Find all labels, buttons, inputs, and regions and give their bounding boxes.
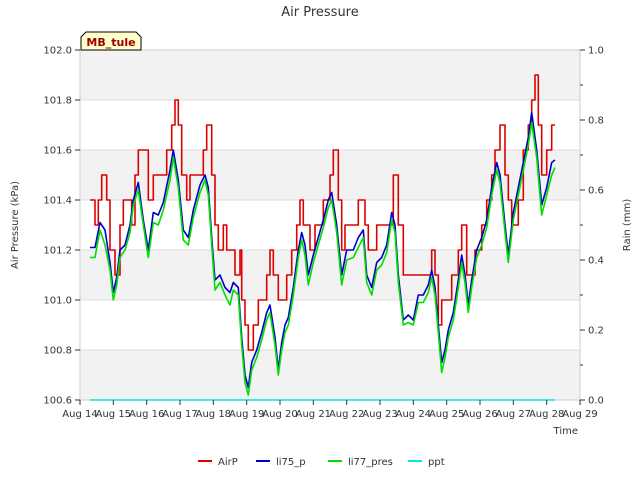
legend-label-ppt: ppt: [428, 457, 445, 468]
legend-label-li77_pres: li77_pres: [348, 457, 393, 468]
shaded-band-3: [80, 50, 580, 100]
x-tick-label: Aug 18: [196, 409, 231, 420]
x-tick-label: Aug 20: [262, 409, 297, 420]
x-axis-label: Time: [553, 426, 578, 437]
y2-tick-label: 0.0: [588, 396, 604, 407]
x-tick-label: Aug 21: [296, 409, 331, 420]
legend: AirP li75_p li77_pres ppt: [198, 457, 445, 468]
x-tick-label: Aug 16: [129, 409, 164, 420]
y2-tick-label: 0.2: [588, 326, 604, 337]
y-tick-label: 101.2: [43, 246, 72, 257]
y-axis-left: 100.6 100.8 101.0 101.2 101.4 101.6 101.8 102.0: [43, 46, 80, 407]
y-axis-right: 0.0 0.2 0.4 0.6 0.8 1.0: [580, 46, 604, 407]
x-tick-label: Aug 23: [362, 409, 397, 420]
x-tick-label: Aug 22: [329, 409, 364, 420]
y-tick-label: 100.8: [43, 346, 72, 357]
x-tick-label: Aug 26: [462, 409, 497, 420]
y2-tick-label: 0.4: [588, 256, 604, 267]
shaded-band-0: [80, 350, 580, 400]
station-label-tab: [80, 31, 142, 51]
data-series: [90, 74, 556, 401]
series-line-li77_pres: [90, 121, 556, 396]
y-tick-label: 101.6: [43, 146, 72, 157]
x-tick-label: Aug 29: [562, 409, 597, 420]
station-label: MB_tule: [86, 36, 135, 49]
y-tick-label: 102.0: [43, 46, 72, 57]
shaded-band-1: [80, 250, 580, 300]
x-tick-label: Aug 19: [229, 409, 264, 420]
x-tick-label: Aug 28: [529, 409, 564, 420]
legend-label-AirP: AirP: [218, 457, 238, 468]
legend-label-li75_p: li75_p: [276, 457, 306, 468]
x-tick-label: Aug 27: [496, 409, 531, 420]
y-tick-label: 101.8: [43, 96, 72, 107]
x-tick-label: Aug 15: [96, 409, 131, 420]
shaded-bands: [80, 50, 580, 400]
y-tick-label: 100.6: [43, 396, 72, 407]
y-axis-label: Air Pressure (kPa): [10, 181, 21, 269]
series-line-AirP: [90, 74, 555, 351]
station-label-box: MB_tule: [80, 31, 142, 51]
y-tick-label: 101.4: [43, 196, 72, 207]
x-tick-label: Aug 14: [62, 409, 97, 420]
x-tick-label: Aug 24: [396, 409, 431, 420]
chart-title: Air Pressure: [281, 5, 359, 20]
y2-tick-label: 0.6: [588, 186, 604, 197]
y2-tick-label: 0.8: [588, 116, 604, 127]
y-tick-label: 101.0: [43, 296, 72, 307]
y2-tick-label: 1.0: [588, 46, 604, 57]
series-line-li75_p: [90, 111, 556, 389]
y2-axis-label: Rain (mm): [622, 199, 633, 252]
x-tick-label: Aug 17: [162, 409, 197, 420]
x-tick-label: Aug 25: [429, 409, 464, 420]
